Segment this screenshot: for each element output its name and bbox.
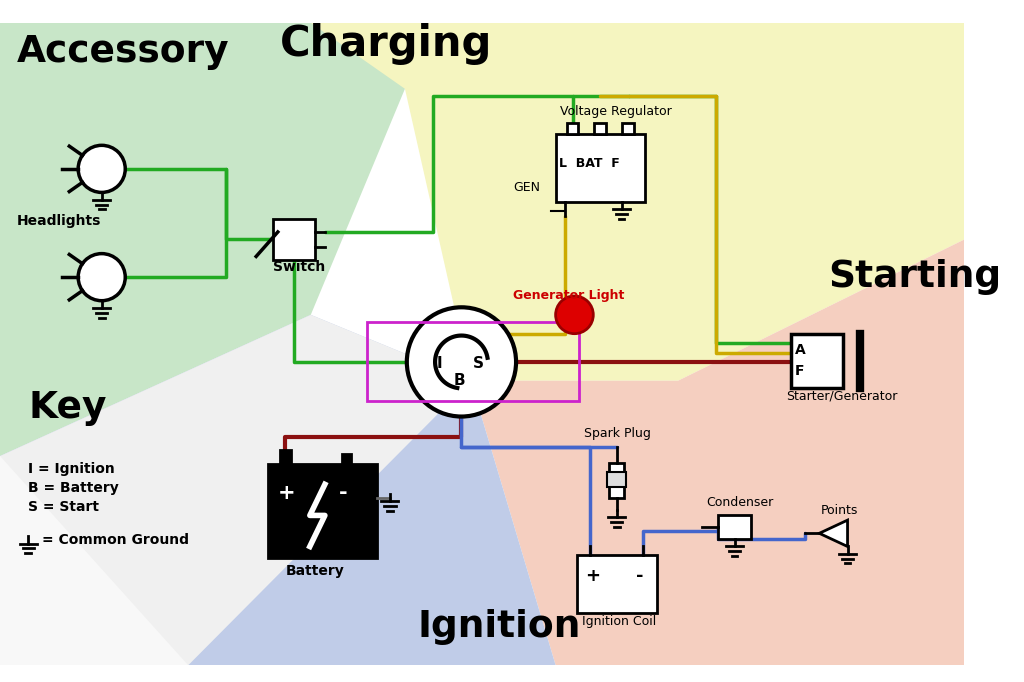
Polygon shape — [0, 456, 188, 665]
Text: F: F — [795, 364, 804, 378]
Text: -: - — [339, 484, 347, 503]
Text: Starting: Starting — [828, 258, 1001, 295]
FancyBboxPatch shape — [556, 134, 645, 202]
FancyBboxPatch shape — [567, 123, 579, 134]
Polygon shape — [0, 23, 404, 456]
Text: Accessory: Accessory — [17, 35, 229, 70]
Polygon shape — [0, 315, 556, 665]
Polygon shape — [471, 239, 965, 665]
Text: +: + — [585, 567, 600, 585]
Text: Key: Key — [29, 390, 106, 426]
Text: S = Start: S = Start — [29, 500, 99, 514]
FancyBboxPatch shape — [607, 472, 627, 487]
FancyBboxPatch shape — [280, 450, 291, 464]
Circle shape — [556, 296, 593, 333]
Circle shape — [78, 145, 125, 192]
FancyBboxPatch shape — [594, 123, 605, 134]
Text: B: B — [454, 372, 466, 387]
Text: +: + — [278, 484, 296, 503]
Text: Generator Light: Generator Light — [513, 288, 625, 302]
Text: = Common Ground: = Common Ground — [42, 533, 189, 547]
Text: Battery: Battery — [286, 564, 344, 578]
Text: Ignition Coil: Ignition Coil — [582, 614, 656, 627]
FancyBboxPatch shape — [791, 333, 843, 388]
Text: GEN: GEN — [513, 181, 541, 194]
FancyBboxPatch shape — [268, 464, 377, 558]
Text: Charging: Charging — [280, 23, 493, 65]
Circle shape — [407, 308, 516, 417]
Text: I: I — [437, 355, 442, 370]
Text: L  BAT  F: L BAT F — [559, 157, 621, 170]
Polygon shape — [0, 315, 471, 665]
FancyBboxPatch shape — [342, 454, 351, 464]
Text: I = Ignition: I = Ignition — [29, 462, 115, 476]
Text: Ignition: Ignition — [418, 609, 581, 645]
Text: -: - — [636, 567, 643, 585]
Text: Switch: Switch — [273, 260, 326, 273]
Text: S: S — [473, 355, 483, 370]
FancyBboxPatch shape — [609, 462, 625, 499]
FancyBboxPatch shape — [578, 555, 657, 613]
Text: Headlights: Headlights — [17, 214, 101, 228]
Circle shape — [78, 254, 125, 301]
Text: A: A — [795, 343, 806, 357]
FancyBboxPatch shape — [718, 516, 752, 539]
Text: Voltage Regulator: Voltage Regulator — [560, 105, 672, 118]
FancyBboxPatch shape — [623, 123, 634, 134]
Text: Points: Points — [821, 505, 858, 518]
Polygon shape — [819, 520, 848, 546]
FancyBboxPatch shape — [273, 219, 315, 261]
Text: B = Battery: B = Battery — [29, 481, 119, 495]
Text: Condenser: Condenser — [707, 496, 773, 509]
Text: Spark Plug: Spark Plug — [584, 427, 650, 441]
Polygon shape — [310, 23, 965, 381]
Text: Starter/Generator: Starter/Generator — [786, 389, 898, 402]
